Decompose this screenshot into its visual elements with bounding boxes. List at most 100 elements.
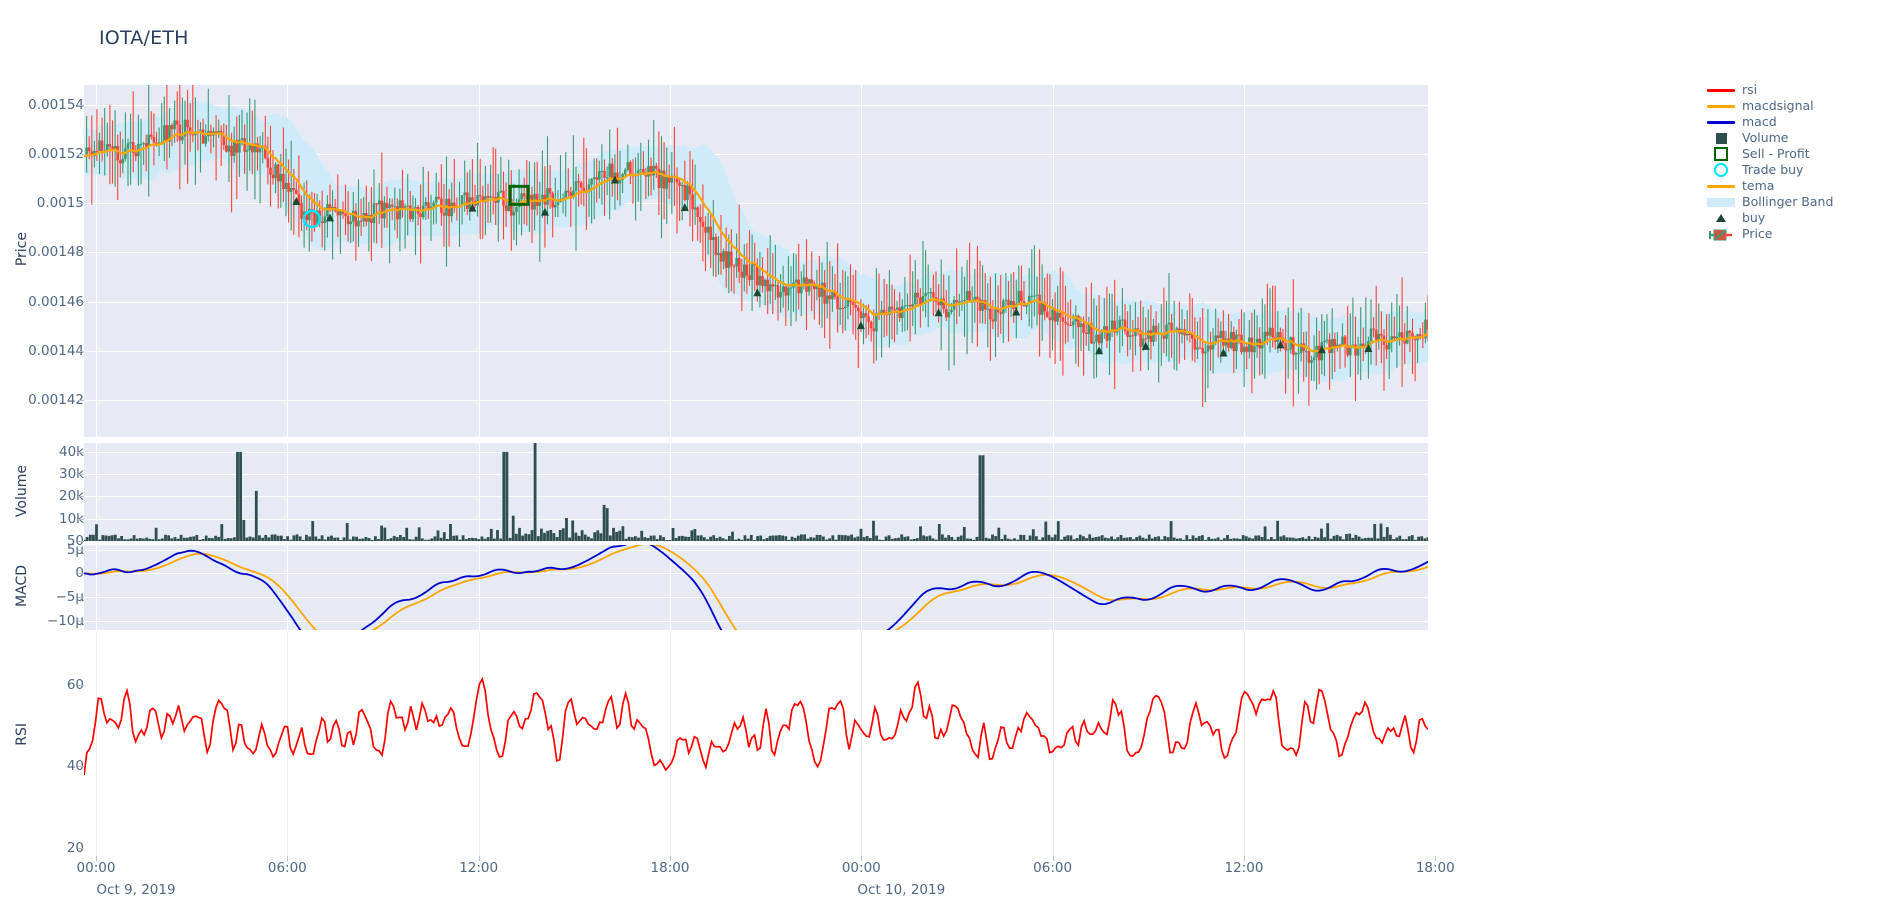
buy-marker[interactable] xyxy=(1141,341,1150,350)
x-axis-tick-label: 12:00 xyxy=(1224,860,1264,876)
circle-outline-icon xyxy=(1706,162,1736,178)
legend-item-label: rsi xyxy=(1742,82,1758,97)
buy-marker[interactable] xyxy=(753,288,762,297)
legend-item-label: Sell - Profit xyxy=(1742,146,1810,161)
buy-marker[interactable] xyxy=(1012,307,1021,316)
legend-item-label: macdsignal xyxy=(1742,98,1814,113)
gridline xyxy=(84,452,1428,453)
buy-marker[interactable] xyxy=(856,321,865,330)
band-swatch-icon xyxy=(1706,194,1736,210)
legend-item-tema[interactable]: tema xyxy=(1706,178,1890,194)
gridline xyxy=(84,573,1428,574)
axis-tick-label: 0.00148 xyxy=(28,244,84,261)
gridline-vertical xyxy=(287,632,288,856)
legend-item-trade-buy[interactable]: Trade buy xyxy=(1706,162,1890,178)
legend-item-sell-profit[interactable]: Sell - Profit xyxy=(1706,146,1890,162)
candlestick-swatch-icon xyxy=(1706,226,1736,242)
axis-tick-mark xyxy=(78,203,84,205)
line-swatch-icon xyxy=(1706,82,1736,98)
legend-item-macdsignal[interactable]: macdsignal xyxy=(1706,98,1890,114)
axis-tick-label: −10µ xyxy=(46,612,84,629)
axis-tick-mark xyxy=(78,496,84,498)
axis-tick-mark xyxy=(78,474,84,476)
sell-profit-marker[interactable] xyxy=(508,184,530,206)
gridline xyxy=(84,550,1428,551)
axis-tick-mark xyxy=(478,856,480,861)
axis-tick-label: 0.0015 xyxy=(36,195,84,212)
axis-tick-mark xyxy=(1243,856,1245,861)
axis-tick-label: −5µ xyxy=(55,588,85,605)
gridline-vertical xyxy=(479,632,480,856)
legend-item-price[interactable]: Price xyxy=(1706,226,1890,242)
buy-marker[interactable] xyxy=(680,202,689,211)
axis-tick-label: 50 xyxy=(66,532,84,549)
axis-tick-mark xyxy=(78,153,84,155)
buy-marker[interactable] xyxy=(1317,345,1326,354)
gridline-vertical xyxy=(1053,443,1054,541)
gridline-vertical xyxy=(1244,443,1245,541)
axis-tick-mark xyxy=(669,856,671,861)
gridline xyxy=(84,203,1428,204)
hollow-square-icon xyxy=(1706,146,1736,162)
x-axis-tick-label: 06:00 xyxy=(1033,860,1073,876)
buy-marker[interactable] xyxy=(540,207,549,216)
axis-tick-mark xyxy=(1052,856,1054,861)
gridline-vertical xyxy=(670,443,671,541)
macd-series-svg xyxy=(84,545,1428,630)
price-plot-panel xyxy=(84,85,1428,437)
gridline xyxy=(84,474,1428,475)
axis-tick-label: 20 xyxy=(66,839,84,856)
buy-marker[interactable] xyxy=(468,203,477,212)
axis-tick-label: 30k xyxy=(59,466,84,483)
buy-marker[interactable] xyxy=(1219,348,1228,357)
axis-tick-mark xyxy=(1435,856,1437,861)
gridline-vertical xyxy=(1053,632,1054,856)
buy-marker[interactable] xyxy=(1276,340,1285,349)
legend-item-label: tema xyxy=(1742,178,1775,193)
legend-item-label: macd xyxy=(1742,114,1777,129)
axis-tick-mark xyxy=(78,684,84,686)
gridline-vertical xyxy=(479,545,480,630)
legend-item-buy[interactable]: buy xyxy=(1706,210,1890,226)
axis-tick-mark xyxy=(78,573,84,575)
gridline-vertical xyxy=(1053,545,1054,630)
legend-item-rsi[interactable]: rsi xyxy=(1706,82,1890,98)
gridline-vertical xyxy=(861,545,862,630)
buy-marker[interactable] xyxy=(292,197,301,206)
axis-tick-label: 0.00142 xyxy=(28,392,84,409)
price-series-svg xyxy=(84,85,1428,407)
line-swatch-icon xyxy=(1706,178,1736,194)
legend-item-volume[interactable]: Volume xyxy=(1706,130,1890,146)
buy-marker[interactable] xyxy=(1095,346,1104,355)
gridline xyxy=(84,154,1428,155)
axis-tick-label: 20k xyxy=(59,488,84,505)
gridline-vertical xyxy=(1244,85,1245,437)
gridline xyxy=(84,105,1428,106)
page-title: IOTA/ETH xyxy=(99,27,189,49)
legend-item-macd[interactable]: macd xyxy=(1706,114,1890,130)
bollinger-band-area xyxy=(84,99,1428,383)
trade-buy-marker[interactable] xyxy=(302,209,322,229)
axis-tick-label: 40 xyxy=(66,758,84,775)
buy-marker[interactable] xyxy=(610,175,619,184)
volume-plot-panel xyxy=(84,443,1428,541)
legend-item-bollinger-band[interactable]: Bollinger Band xyxy=(1706,194,1890,210)
rsi-axis-title: RSI xyxy=(14,723,30,746)
buy-marker[interactable] xyxy=(326,213,335,222)
rsi-series-svg xyxy=(84,676,1428,776)
rsi-plot-panel xyxy=(84,632,1428,856)
macd-axis-title: MACD xyxy=(14,565,30,607)
buy-marker[interactable] xyxy=(1364,344,1373,353)
gridline-vertical xyxy=(96,443,97,541)
buy-marker[interactable] xyxy=(934,308,943,317)
axis-tick-mark xyxy=(78,301,84,303)
volume-y-axis: 40k 30k 20k 10k 50 xyxy=(0,443,84,549)
chart-legend: rsi macdsignal macd Volume Sell - Profit Trad… xyxy=(1706,82,1890,242)
axis-tick-label: 40k xyxy=(59,443,84,460)
axis-tick-label: 0.00154 xyxy=(28,96,84,113)
gridline-vertical xyxy=(287,443,288,541)
axis-tick-mark xyxy=(78,549,84,551)
axis-tick-label: 60 xyxy=(66,676,84,693)
x-axis-tick-label: 00:00 xyxy=(841,860,881,876)
